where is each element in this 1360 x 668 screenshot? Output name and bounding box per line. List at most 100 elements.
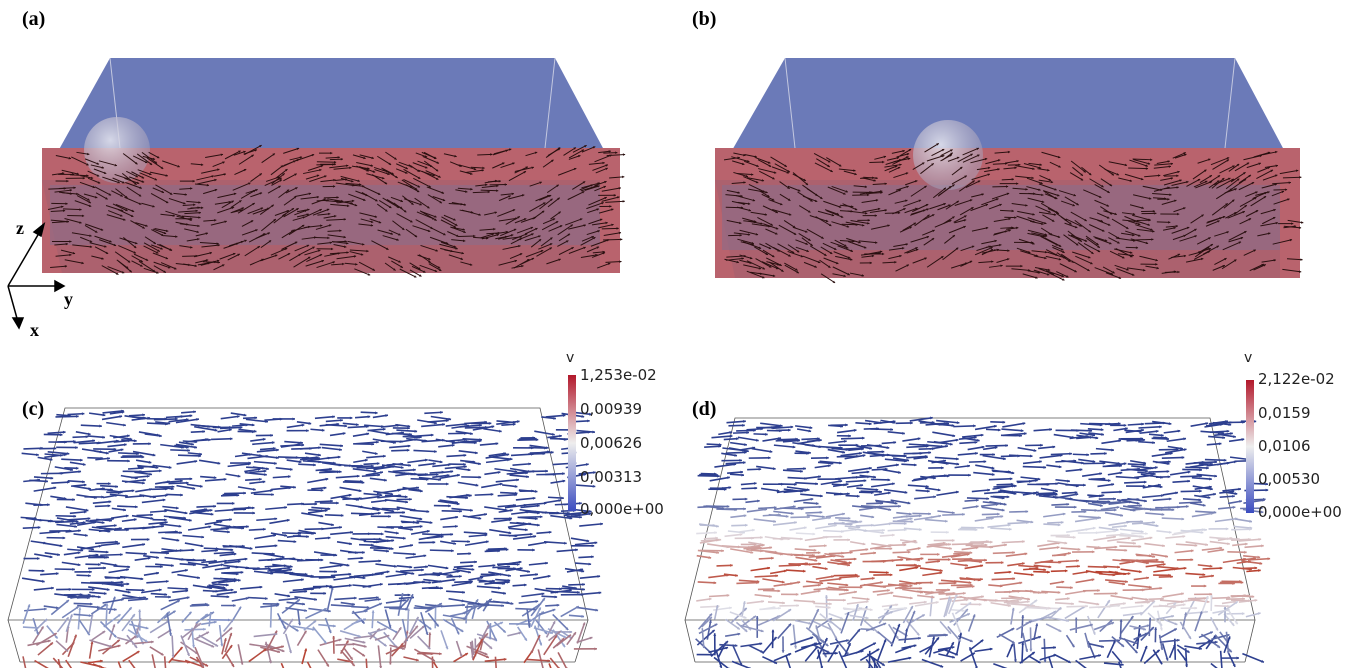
vector-arrowhead: [362, 243, 365, 246]
vector-arrow: [483, 427, 502, 433]
vector-arrow: [382, 235, 399, 241]
vector-arrowhead: [274, 517, 278, 521]
vector-arrowhead: [239, 425, 243, 429]
vector-arrow: [1034, 267, 1051, 271]
vector-arrowhead: [1169, 193, 1172, 196]
vector-arrowhead: [318, 453, 321, 457]
vector-arrow: [182, 534, 205, 539]
vector-arrowhead: [838, 164, 842, 167]
vector-arrow: [755, 258, 772, 268]
vector-arrow: [532, 575, 551, 580]
vector-arrowhead: [313, 620, 317, 624]
vector-arrowhead: [898, 189, 902, 192]
vector-arrow: [1222, 241, 1242, 251]
vector-arrowhead: [779, 202, 783, 206]
vector-arrowhead: [879, 490, 882, 494]
vector-arrowhead: [311, 587, 314, 591]
vector-arrow: [1075, 255, 1093, 265]
vector-arrow: [953, 215, 967, 223]
vector-arrowhead: [160, 166, 164, 169]
vector-arrowhead: [171, 564, 174, 567]
vector-arrowhead: [1133, 219, 1136, 223]
vector-arrowhead: [579, 515, 582, 519]
vector-arrowhead: [206, 183, 210, 187]
vector-arrow: [392, 220, 405, 231]
vector-arrow: [834, 558, 857, 561]
vector-arrow: [270, 247, 288, 256]
vector-arrow: [87, 659, 103, 664]
vector-arrowhead: [263, 527, 266, 531]
vector-arrowhead: [391, 526, 395, 530]
vector-arrow: [391, 432, 412, 436]
vector-arrow: [996, 258, 1010, 264]
vector-arrow: [830, 559, 847, 564]
vector-arrow: [1262, 216, 1276, 225]
vector-arrowhead: [405, 630, 409, 634]
vector-arrowhead: [87, 517, 91, 521]
vector-arrowhead: [462, 590, 465, 594]
vector-arrowhead: [240, 209, 243, 212]
vector-arrowhead: [385, 209, 388, 212]
vector-arrowhead: [376, 440, 379, 444]
vector-arrowhead: [411, 202, 414, 205]
vector-arrow: [359, 212, 378, 218]
vector-arrow: [349, 251, 364, 256]
vector-arrowhead: [715, 605, 719, 608]
vector-arrow: [594, 180, 607, 187]
vector-arrowhead: [740, 194, 743, 198]
vector-arrowhead: [492, 564, 496, 568]
vector-arrowhead: [338, 470, 342, 474]
vector-arrowhead: [985, 203, 988, 207]
vector-arrow: [22, 604, 31, 625]
vector-arrow: [529, 451, 554, 454]
vector-arrowhead: [276, 604, 279, 608]
vector-arrow: [385, 151, 397, 160]
vector-arrowhead: [907, 157, 911, 161]
vector-arrowhead: [1079, 468, 1083, 472]
vector-arrowhead: [948, 204, 951, 207]
vector-arrow: [1074, 517, 1099, 523]
vector-arrow: [512, 462, 532, 467]
vector-arrowhead: [293, 196, 297, 199]
vector-arrowhead: [1148, 218, 1151, 221]
vector-arrow: [598, 223, 614, 229]
vector-arrowhead: [362, 640, 366, 644]
vector-arrowhead: [781, 650, 785, 653]
vector-arrowhead: [485, 183, 488, 187]
vector-arrowhead: [759, 642, 763, 646]
vector-arrow: [234, 453, 253, 458]
vector-arrowhead: [213, 504, 217, 508]
vector-arrow: [1238, 181, 1255, 191]
vector-arrow: [72, 435, 89, 439]
vector-arrowhead: [1147, 223, 1150, 226]
vector-arrow: [1210, 157, 1230, 166]
vector-arrowhead: [846, 225, 850, 228]
vector-arrowhead: [817, 589, 821, 593]
vector-arrow: [317, 649, 330, 667]
vector-arrowhead: [753, 481, 757, 485]
vector-arrow: [731, 181, 746, 184]
vector-arrowhead: [1177, 253, 1181, 257]
vector-arrowhead: [120, 214, 123, 217]
vector-arrowhead: [127, 434, 130, 438]
vector-arrowhead: [1057, 155, 1061, 159]
vector-arrowhead: [591, 544, 595, 548]
vector-arrowhead: [983, 460, 987, 464]
vector-arrow: [377, 645, 382, 668]
vector-arrowhead: [246, 525, 249, 529]
vector-arrowhead: [552, 432, 555, 436]
vector-arrowhead: [50, 476, 54, 480]
vector-arrowhead: [150, 513, 153, 517]
vector-arrowhead: [896, 156, 900, 160]
vector-arrowhead: [748, 208, 751, 212]
vector-arrow: [835, 255, 853, 261]
vector-arrowhead: [342, 262, 345, 266]
vector-arrowhead: [845, 423, 848, 427]
vector-arrowhead: [142, 413, 145, 417]
vector-arrowhead: [875, 176, 878, 180]
vector-arrow: [1179, 235, 1197, 242]
vector-arrow: [73, 485, 92, 490]
vector-arrowhead: [297, 443, 301, 447]
vector-arrow: [463, 531, 488, 535]
vector-arrowhead: [1275, 221, 1278, 225]
